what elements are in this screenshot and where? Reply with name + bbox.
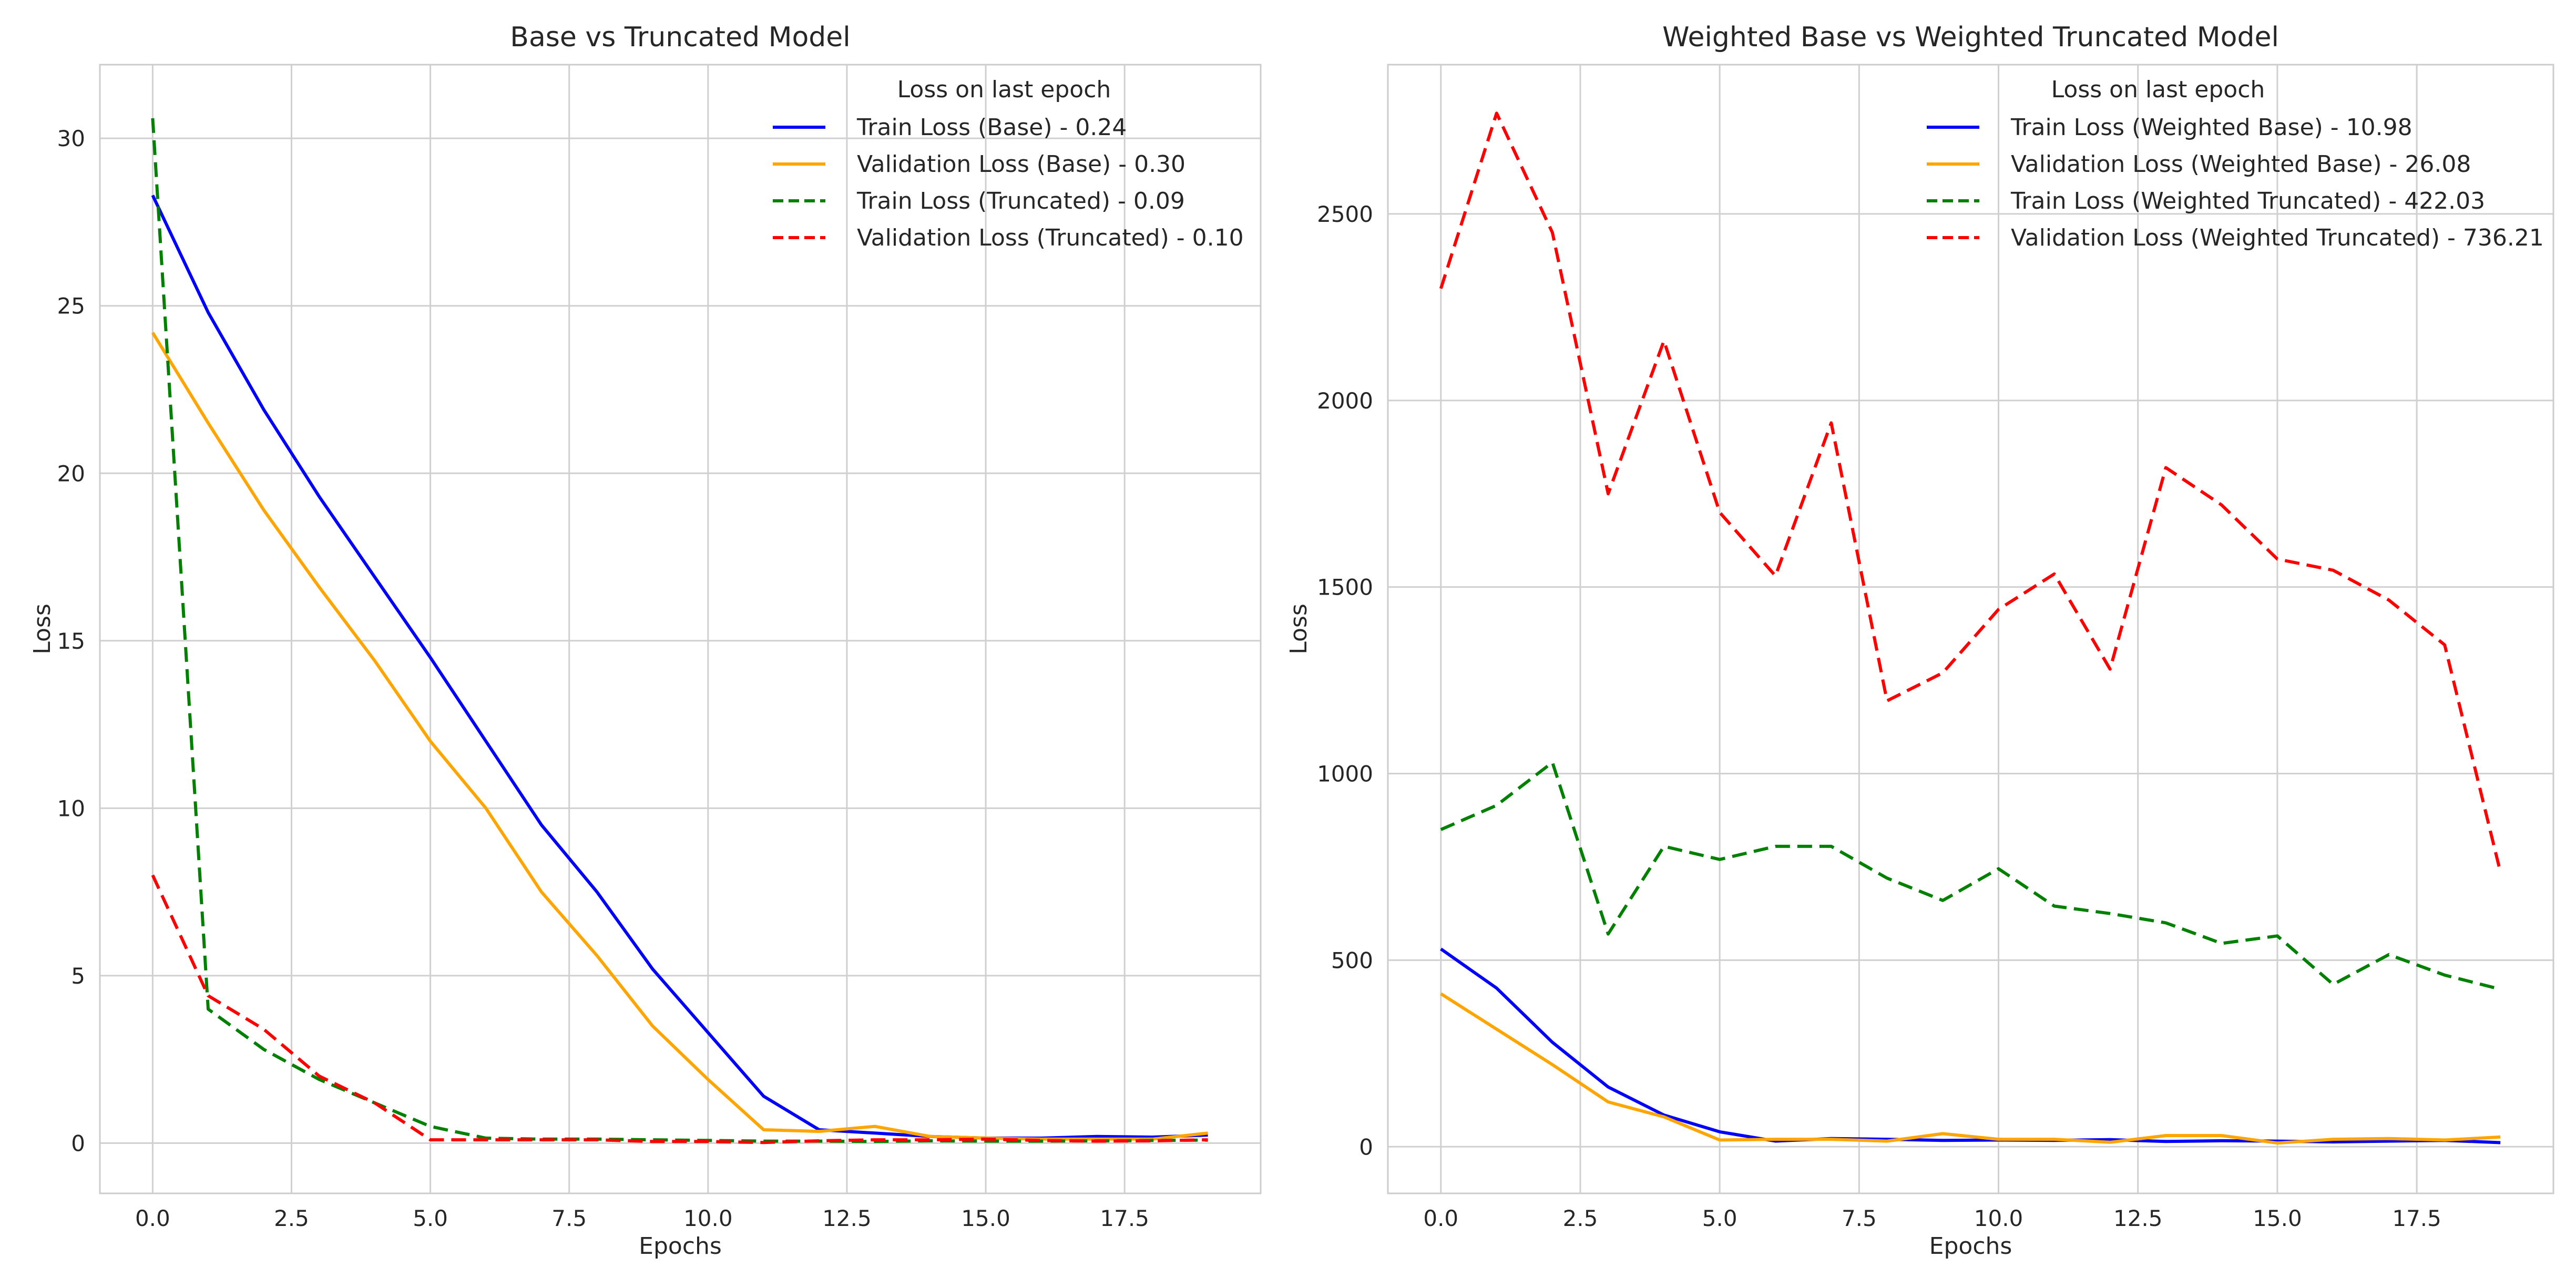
series-line-2 bbox=[151, 118, 1208, 1143]
x-tick-label: 12.5 bbox=[2113, 1205, 2163, 1231]
series-line-0 bbox=[1440, 947, 2501, 1144]
legend-entry-label: Validation Loss (Base) - 0.30 bbox=[857, 151, 1185, 178]
y-axis-label: Loss bbox=[29, 604, 56, 655]
plot-frame bbox=[1387, 64, 2554, 1194]
x-axis-label: Epochs bbox=[1929, 1233, 2012, 1260]
plot-frame bbox=[99, 64, 1262, 1194]
x-tick-label: 0.0 bbox=[1423, 1205, 1458, 1231]
legend: Loss on last epoch Train Loss (Weighted B… bbox=[1927, 76, 2544, 251]
x-tick-label: 5.0 bbox=[1702, 1205, 1737, 1231]
legend-entry-label: Train Loss (Base) - 0.24 bbox=[856, 114, 1127, 141]
x-tick-label: 10.0 bbox=[683, 1205, 733, 1231]
series-line-3 bbox=[1439, 111, 2502, 873]
chart-title: Weighted Base vs Weighted Truncated Mode… bbox=[1662, 22, 2279, 53]
y-tick-label: 25 bbox=[57, 293, 85, 319]
y-tick-label: 15 bbox=[57, 628, 85, 654]
legend-title: Loss on last epoch bbox=[2051, 76, 2265, 103]
chart-title: Base vs Truncated Model bbox=[510, 22, 850, 53]
series-line-3 bbox=[151, 874, 1208, 1144]
x-tick-label: 2.5 bbox=[1563, 1205, 1598, 1231]
y-tick-label: 0 bbox=[71, 1130, 85, 1156]
x-tick-label: 5.0 bbox=[413, 1205, 448, 1231]
y-tick-label: 0 bbox=[1359, 1134, 1373, 1160]
legend-title: Loss on last epoch bbox=[897, 76, 1111, 103]
y-tick-label: 5 bbox=[71, 963, 85, 989]
y-tick-label: 2000 bbox=[1317, 388, 1373, 414]
y-tick-label: 20 bbox=[57, 461, 85, 486]
series-line-2 bbox=[1440, 761, 2501, 991]
legend-entry-label: Train Loss (Truncated) - 0.09 bbox=[856, 188, 1185, 214]
y-tick-label: 500 bbox=[1331, 947, 1373, 973]
y-axis-label: Loss bbox=[1285, 604, 1312, 655]
chart-1: 0.0 2.5 5.0 7.5 10.0 12.5 15.0 17.5 0 500 1000 1500… bbox=[1285, 22, 2554, 1260]
x-tick-label: 17.5 bbox=[2392, 1205, 2441, 1231]
legend: Loss on last epoch Train Loss (Base) - 0.… bbox=[773, 76, 1244, 251]
x-tick-label: 15.0 bbox=[2253, 1205, 2302, 1231]
legend-entry-label: Train Loss (Weighted Base) - 10.98 bbox=[2010, 114, 2413, 141]
x-tick-label: 10.0 bbox=[1974, 1205, 2023, 1231]
y-tick-label: 1000 bbox=[1317, 761, 1373, 787]
y-tick-label: 10 bbox=[57, 795, 85, 821]
series-line-1 bbox=[1440, 992, 2501, 1145]
x-tick-label: 12.5 bbox=[822, 1205, 872, 1231]
chart-0: 0.0 2.5 5.0 7.5 10.0 12.5 15.0 17.5 0 5 10 15 20 25 30… bbox=[29, 22, 1262, 1260]
series-line-0 bbox=[151, 195, 1208, 1140]
x-tick-label: 0.0 bbox=[135, 1205, 170, 1231]
x-tick-label: 7.5 bbox=[1842, 1205, 1877, 1231]
legend-entry-label: Validation Loss (Truncated) - 0.10 bbox=[857, 224, 1244, 251]
x-tick-label: 15.0 bbox=[961, 1205, 1010, 1231]
legend-entry-label: Validation Loss (Weighted Base) - 26.08 bbox=[2011, 151, 2471, 178]
x-tick-label: 2.5 bbox=[274, 1205, 309, 1231]
y-tick-label: 2500 bbox=[1317, 201, 1373, 227]
legend-entry-label: Train Loss (Weighted Truncated) - 422.03 bbox=[2010, 188, 2485, 214]
y-tick-label: 1500 bbox=[1317, 575, 1373, 600]
series-line-1 bbox=[151, 332, 1208, 1141]
x-tick-label: 17.5 bbox=[1100, 1205, 1149, 1231]
x-tick-label: 7.5 bbox=[551, 1205, 587, 1231]
y-tick-label: 30 bbox=[57, 126, 85, 151]
x-axis-label: Epochs bbox=[639, 1233, 722, 1260]
legend-entry-label: Validation Loss (Weighted Truncated) - 7… bbox=[2011, 224, 2544, 251]
